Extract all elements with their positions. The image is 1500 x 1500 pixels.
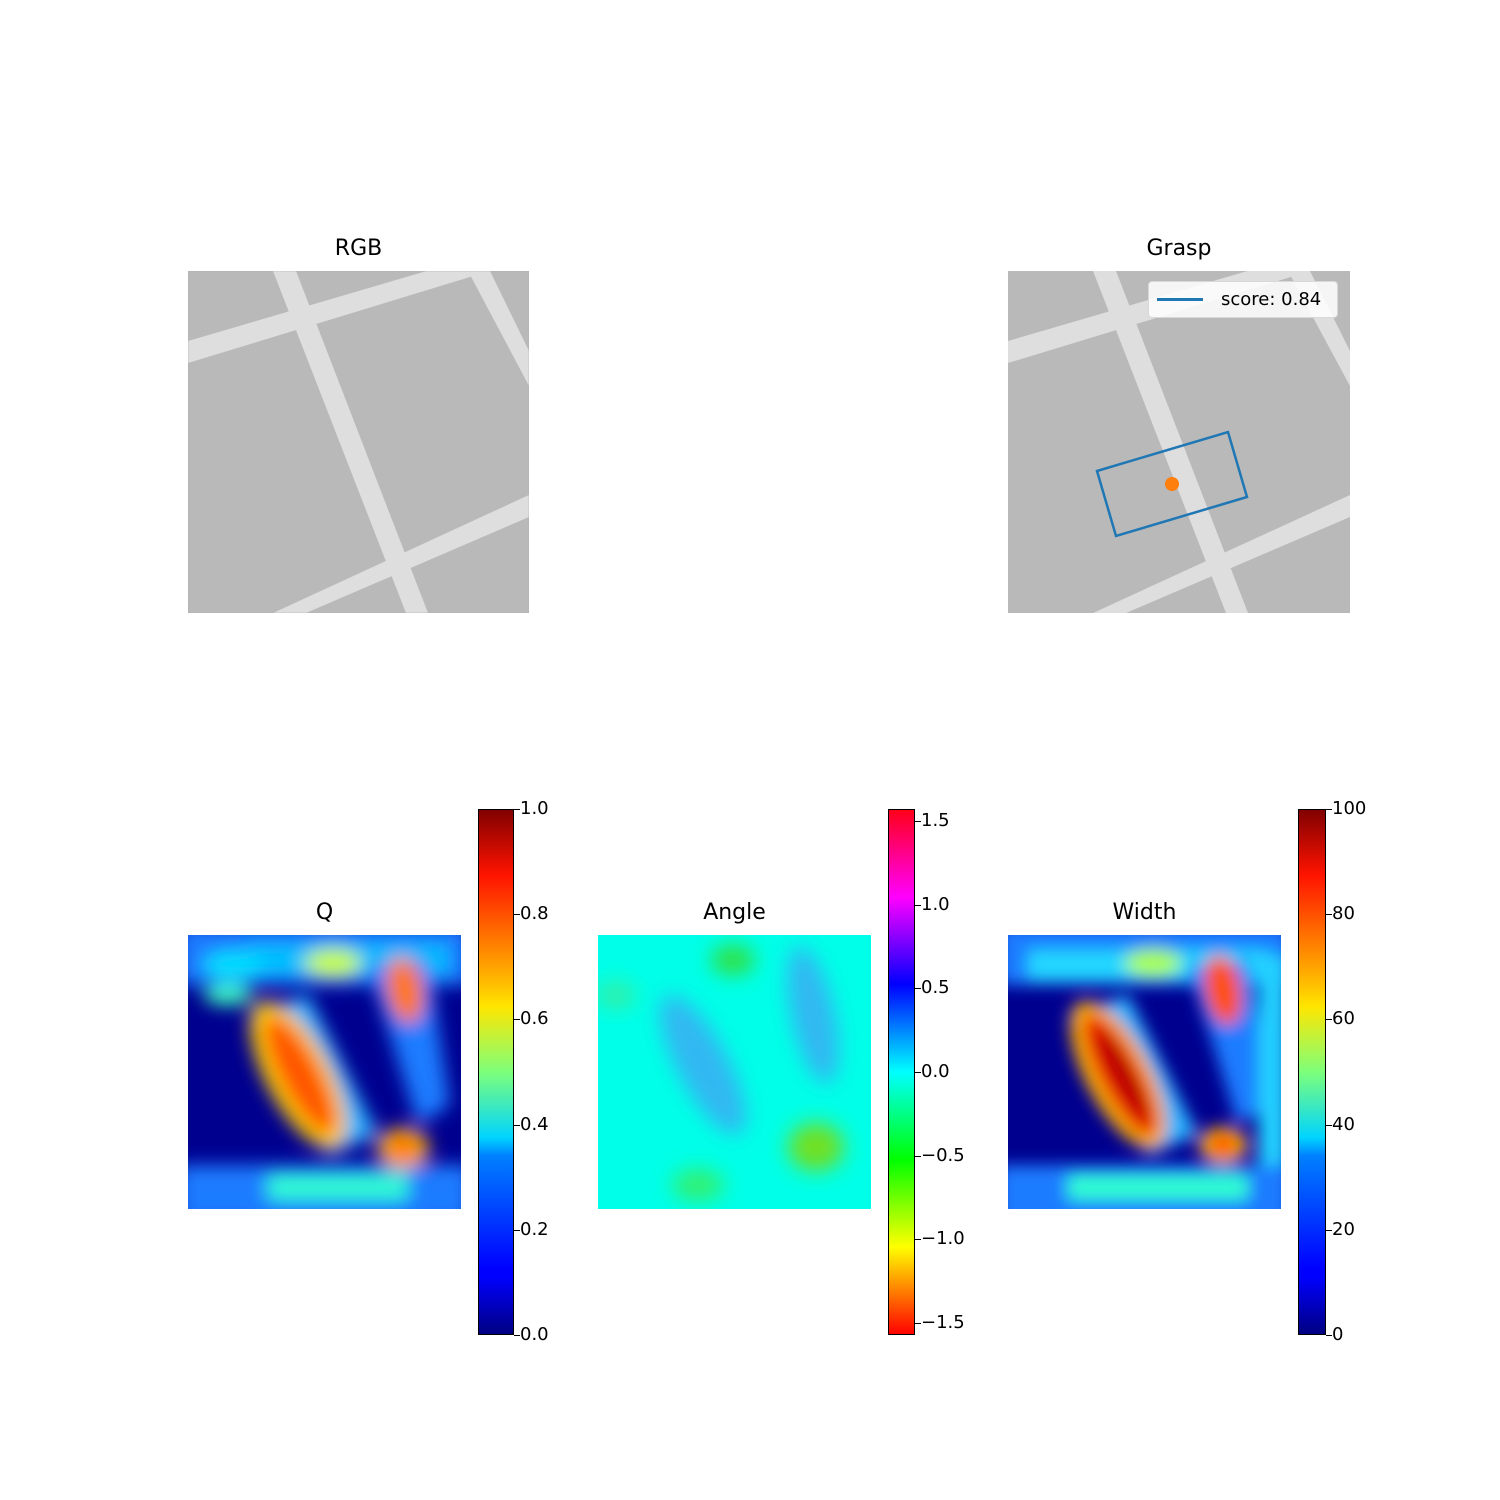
angle-colorbar-tick-label: 1.5	[921, 810, 950, 831]
angle-colorbar-tick-mark	[915, 1239, 921, 1240]
q-colorbar-tick-label: 0.4	[520, 1114, 549, 1135]
grasp-rectangle	[1095, 430, 1249, 538]
angle-colorbar-tick-label: 0.0	[921, 1061, 950, 1082]
angle-colorbar-tick-label: −0.5	[921, 1145, 965, 1166]
legend-label: score: 0.84	[1221, 289, 1322, 310]
rgb-image	[188, 271, 529, 613]
q-colorbar	[478, 809, 514, 1335]
q-colorbar-tick-mark	[514, 1125, 520, 1126]
q-heatmap	[188, 935, 461, 1209]
tray-bar-diagonal	[1093, 271, 1248, 613]
q-colorbar-tick-mark	[514, 809, 520, 810]
angle-colorbar-tick-mark	[915, 988, 921, 989]
width-colorbar-tick-label: 40	[1332, 1114, 1355, 1135]
width-colorbar-tick-label: 80	[1332, 903, 1355, 924]
width-title: Width	[1112, 900, 1177, 925]
width-colorbar-tick-mark	[1326, 1125, 1332, 1126]
grasp-image	[1008, 271, 1350, 613]
q-colorbar-tick-label: 0.2	[520, 1219, 549, 1240]
width-colorbar-tick-mark	[1326, 1019, 1332, 1020]
width-colorbar-tick-label: 0	[1332, 1324, 1344, 1345]
angle-colorbar-tick-label: 1.0	[921, 894, 950, 915]
angle-heatmap	[598, 935, 871, 1209]
tray-bar-right	[468, 271, 529, 386]
grasp-center-point	[1165, 477, 1179, 491]
angle-colorbar-tick-label: −1.0	[921, 1228, 965, 1249]
q-colorbar-tick-mark	[514, 1335, 520, 1336]
angle-colorbar-tick-label: 0.5	[921, 977, 950, 998]
legend-line-marker	[1157, 298, 1203, 301]
angle-colorbar-tick-mark	[915, 1072, 921, 1073]
q-colorbar-tick-mark	[514, 914, 520, 915]
q-colorbar-tick-label: 0.6	[520, 1008, 549, 1029]
q-colorbar-tick-label: 0.8	[520, 903, 549, 924]
q-colorbar-tick-label: 1.0	[520, 798, 549, 819]
angle-colorbar-tick-label: −1.5	[921, 1312, 965, 1333]
q-colorbar-tick-mark	[514, 1019, 520, 1020]
width-colorbar-tick-mark	[1326, 809, 1332, 810]
angle-colorbar-tick-mark	[915, 1156, 921, 1157]
width-colorbar-tick-label: 60	[1332, 1008, 1355, 1029]
angle-colorbar	[888, 809, 915, 1335]
width-colorbar-tick-mark	[1326, 1335, 1332, 1336]
rgb-title: RGB	[334, 236, 383, 261]
width-colorbar-tick-label: 20	[1332, 1219, 1355, 1240]
width-colorbar-tick-mark	[1326, 1230, 1332, 1231]
width-heatmap	[1008, 935, 1281, 1209]
width-colorbar-tick-mark	[1326, 914, 1332, 915]
angle-colorbar-tick-mark	[915, 905, 921, 906]
grasp-title: Grasp	[1146, 236, 1212, 261]
q-colorbar-tick-mark	[514, 1230, 520, 1231]
angle-colorbar-tick-mark	[915, 1323, 921, 1324]
width-colorbar-tick-label: 100	[1332, 798, 1367, 819]
tray-bar-diagonal	[273, 271, 428, 613]
q-colorbar-tick-label: 0.0	[520, 1324, 549, 1345]
tray-bar-bottom	[1093, 495, 1350, 613]
q-title: Q	[315, 900, 334, 925]
grasp-legend: score: 0.84	[1148, 281, 1338, 318]
angle-title: Angle	[703, 900, 766, 925]
angle-colorbar-tick-mark	[915, 821, 921, 822]
width-colorbar	[1298, 809, 1326, 1335]
tray-bar-bottom	[273, 495, 529, 613]
